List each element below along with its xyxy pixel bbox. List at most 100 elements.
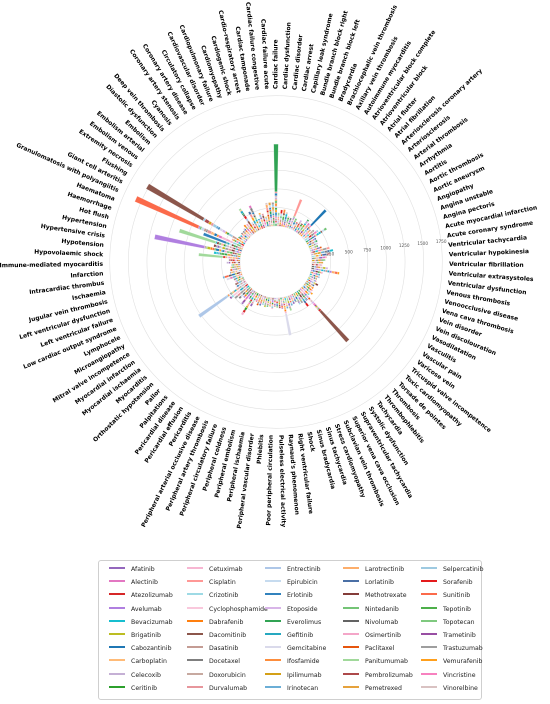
bar-segment	[311, 286, 315, 290]
bar-segment	[277, 212, 280, 216]
bar-segment	[237, 259, 241, 262]
bar-segment	[313, 237, 317, 241]
radial-tick-label: 1500	[417, 241, 428, 246]
legend-item: Doxorubicin	[187, 672, 246, 680]
bar-segment	[274, 212, 278, 216]
legend-label: Epirubicin	[287, 579, 318, 587]
bar-segment	[276, 305, 279, 308]
bar-stack	[264, 216, 270, 228]
bar-stack	[309, 273, 321, 279]
legend-label: Carboplatin	[131, 658, 167, 666]
bar-segment	[249, 302, 254, 307]
bar-segment	[227, 253, 231, 257]
bar-segment	[315, 263, 319, 266]
bar-segment	[243, 227, 246, 231]
bar-segment	[274, 297, 276, 300]
bar-segment	[319, 309, 350, 343]
legend-item: Tepotinib	[421, 606, 471, 614]
bar-segment	[230, 261, 233, 264]
bar-stack	[145, 183, 246, 245]
bar-stack	[240, 291, 258, 316]
legend-item: Sorafenib	[421, 579, 473, 587]
legend-item: Pembrolizumab	[343, 672, 413, 680]
bar-segment	[271, 202, 275, 204]
bar-segment	[325, 267, 329, 270]
bar-segment	[238, 208, 242, 212]
bar-segment	[318, 256, 323, 259]
bar-segment	[275, 218, 277, 221]
bar-stack	[284, 216, 290, 228]
bar-stack	[234, 285, 250, 300]
bar-segment	[315, 261, 318, 264]
legend-item: Gemcitabine	[265, 645, 326, 653]
bar-stack	[154, 234, 242, 256]
legend-swatch	[187, 619, 203, 622]
bar-segment	[213, 244, 217, 248]
bar-stack	[273, 144, 279, 227]
bar-segment	[263, 305, 267, 308]
bar-stack	[311, 252, 331, 258]
bar-segment	[284, 213, 288, 218]
bar-segment	[229, 256, 233, 259]
bar-segment	[264, 202, 268, 206]
bar-segment	[272, 217, 275, 220]
bar-stack	[311, 265, 329, 270]
legend-swatch	[421, 633, 437, 635]
legend-swatch	[343, 672, 359, 675]
bar-segment	[315, 242, 319, 245]
bar-stack	[248, 211, 260, 231]
bar-stack	[240, 232, 250, 240]
bar-segment	[134, 195, 200, 229]
bar-stack	[202, 232, 243, 250]
bar-segment	[276, 297, 278, 300]
bar-segment	[268, 202, 272, 206]
bar-segment	[284, 216, 288, 220]
bar-stack	[304, 229, 319, 242]
bar-segment	[271, 206, 275, 211]
legend-swatch	[109, 619, 125, 622]
bar-segment	[268, 221, 271, 225]
bar-segment	[236, 265, 239, 268]
bar-segment	[235, 250, 240, 254]
legend-item: Osimertinib	[343, 632, 401, 640]
bar-segment	[236, 257, 240, 260]
bar-segment	[310, 292, 314, 296]
bar-segment	[275, 223, 277, 227]
bar-segment	[274, 207, 278, 210]
legend-swatch	[421, 672, 437, 675]
bar-segment	[154, 234, 205, 249]
legend-swatch	[343, 633, 359, 635]
bar-segment	[320, 264, 323, 267]
bar-segment	[293, 198, 303, 217]
bar-segment	[242, 230, 245, 234]
bar-segment	[233, 254, 237, 257]
bar-stack	[229, 283, 249, 300]
bar-stack	[230, 265, 241, 269]
bar-stack	[295, 223, 304, 233]
legend-swatch	[343, 659, 359, 662]
legend-swatch	[343, 580, 359, 583]
bar-segment	[145, 183, 205, 221]
legend-swatch	[421, 593, 437, 596]
legend-swatch	[265, 619, 281, 622]
legend-label: Docetaxel	[209, 658, 240, 666]
legend-label: Pembrolizumab	[365, 671, 413, 679]
bar-stack	[279, 209, 283, 227]
bar-stack	[282, 211, 289, 228]
legend-item: Dabrafenib	[187, 619, 243, 627]
bar-stack	[297, 289, 309, 302]
bar-segment	[280, 302, 283, 305]
bar-segment	[224, 253, 228, 256]
bar-stack	[248, 290, 256, 300]
legend-swatch	[343, 619, 359, 622]
bar-segment	[312, 284, 315, 287]
bar-segment	[329, 248, 334, 253]
bar-segment	[292, 301, 296, 305]
bar-segment	[306, 219, 310, 222]
legend-item: Nivolumab	[343, 619, 398, 627]
legend-item: Alectinib	[109, 579, 158, 587]
bar-segment	[320, 259, 322, 262]
bar-stack	[230, 267, 241, 272]
